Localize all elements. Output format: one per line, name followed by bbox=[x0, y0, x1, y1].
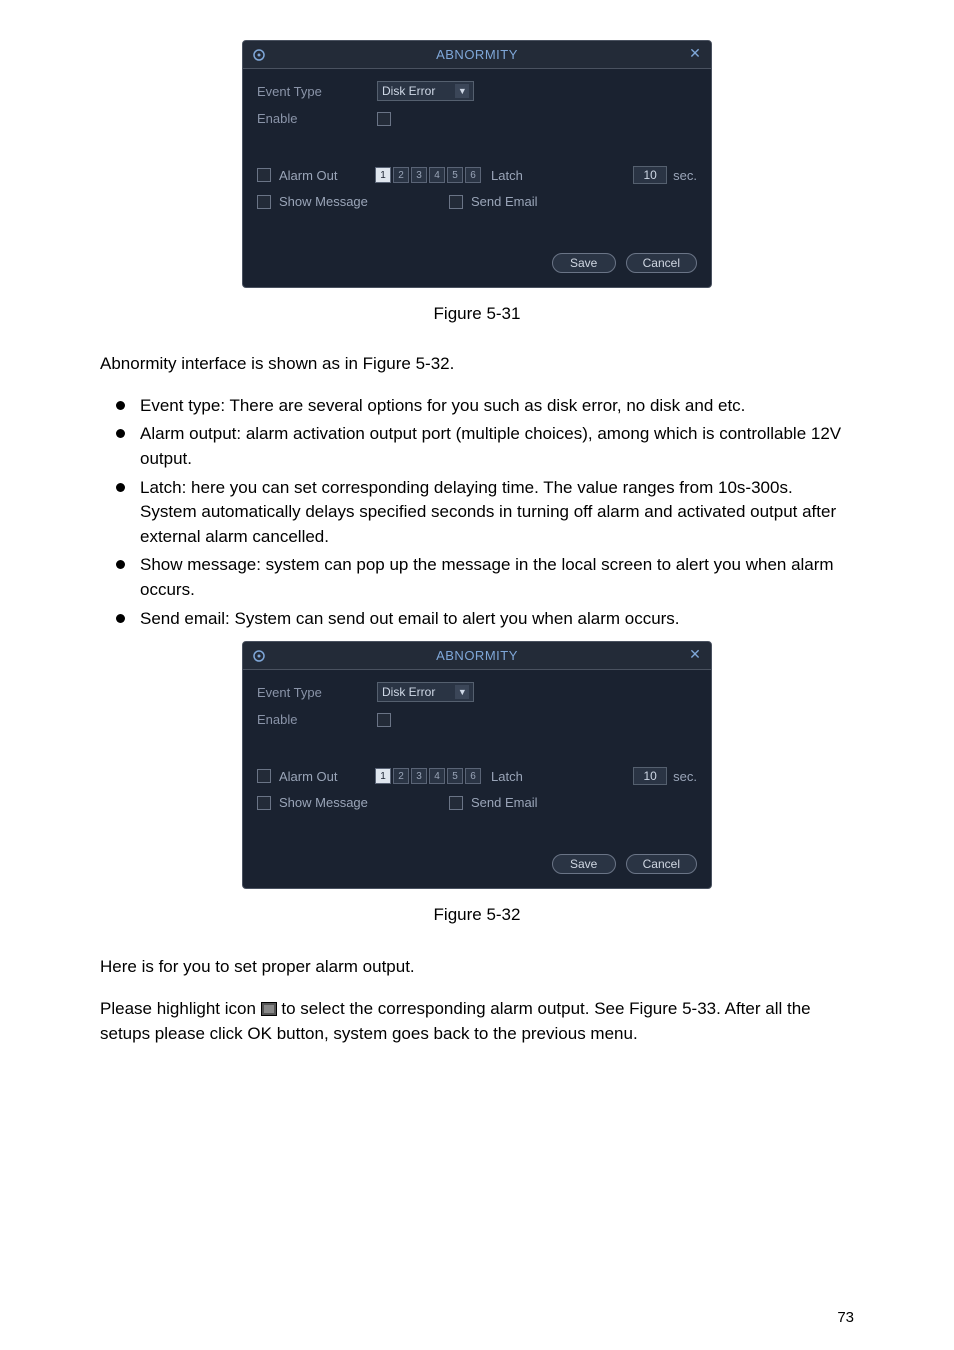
para-1: Here is for you to set proper alarm outp… bbox=[100, 955, 854, 980]
event-type-select[interactable]: Disk Error ▼ bbox=[377, 81, 474, 101]
title-bar: ABNORMITY ✕ bbox=[243, 41, 711, 69]
dialog-body: Event Type Disk Error ▼ Enable Alarm Out… bbox=[243, 670, 711, 888]
enable-label: Enable bbox=[257, 712, 377, 727]
chevron-down-icon: ▼ bbox=[455, 84, 469, 98]
bullet-item: Send email: System can send out email to… bbox=[122, 607, 854, 632]
close-icon[interactable]: ✕ bbox=[685, 45, 705, 65]
bullet-item: Event type: There are several options fo… bbox=[122, 394, 854, 419]
send-email-label: Send Email bbox=[471, 194, 537, 209]
send-email-checkbox[interactable] bbox=[449, 195, 463, 209]
latch-input[interactable]: 10 bbox=[633, 166, 667, 184]
channel-4[interactable]: 4 bbox=[429, 167, 445, 183]
show-message-checkbox[interactable] bbox=[257, 195, 271, 209]
channel-4[interactable]: 4 bbox=[429, 768, 445, 784]
para-2a: Please highlight icon bbox=[100, 999, 261, 1018]
save-button[interactable]: Save bbox=[552, 854, 616, 874]
alarm-out-label: Alarm Out bbox=[279, 168, 375, 183]
send-email-label: Send Email bbox=[471, 795, 537, 810]
intro-text: Abnormity interface is shown as in Figur… bbox=[100, 352, 854, 377]
save-button[interactable]: Save bbox=[552, 253, 616, 273]
bullet-item: Show message: system can pop up the mess… bbox=[122, 553, 854, 602]
figure-caption-1: Figure 5-31 bbox=[100, 304, 854, 324]
enable-checkbox[interactable] bbox=[377, 713, 391, 727]
settings-icon bbox=[249, 646, 269, 666]
event-type-label: Event Type bbox=[257, 685, 377, 700]
highlight-box-icon bbox=[261, 1002, 277, 1016]
enable-label: Enable bbox=[257, 111, 377, 126]
bullet-list: Event type: There are several options fo… bbox=[100, 394, 854, 632]
dialog-body: Event Type Disk Error ▼ Enable Alarm Out… bbox=[243, 69, 711, 287]
event-type-value: Disk Error bbox=[382, 685, 435, 699]
channel-2[interactable]: 2 bbox=[393, 768, 409, 784]
channel-5[interactable]: 5 bbox=[447, 167, 463, 183]
title-bar: ABNORMITY ✕ bbox=[243, 642, 711, 670]
dialog-title: ABNORMITY bbox=[269, 648, 685, 663]
abnormity-dialog-1: ABNORMITY ✕ Event Type Disk Error ▼ Enab… bbox=[242, 40, 712, 288]
enable-checkbox[interactable] bbox=[377, 112, 391, 126]
channel-group: 1 2 3 4 5 6 bbox=[375, 167, 481, 183]
dialog-title: ABNORMITY bbox=[269, 47, 685, 62]
alarm-out-checkbox[interactable] bbox=[257, 769, 271, 783]
latch-label: Latch bbox=[491, 168, 523, 183]
send-email-checkbox[interactable] bbox=[449, 796, 463, 810]
close-icon[interactable]: ✕ bbox=[685, 646, 705, 666]
event-type-select[interactable]: Disk Error ▼ bbox=[377, 682, 474, 702]
event-type-label: Event Type bbox=[257, 84, 377, 99]
alarm-out-label: Alarm Out bbox=[279, 769, 375, 784]
abnormity-dialog-2: ABNORMITY ✕ Event Type Disk Error ▼ Enab… bbox=[242, 641, 712, 889]
channel-group: 1 2 3 4 5 6 bbox=[375, 768, 481, 784]
show-message-checkbox[interactable] bbox=[257, 796, 271, 810]
latch-unit: sec. bbox=[673, 769, 697, 784]
bullet-item: Latch: here you can set corresponding de… bbox=[122, 476, 854, 550]
latch-unit: sec. bbox=[673, 168, 697, 183]
show-message-label: Show Message bbox=[279, 194, 449, 209]
channel-1[interactable]: 1 bbox=[375, 768, 391, 784]
page-number: 73 bbox=[837, 1309, 854, 1326]
latch-input[interactable]: 10 bbox=[633, 767, 667, 785]
para-2: Please highlight icon to select the corr… bbox=[100, 997, 854, 1046]
settings-icon bbox=[249, 45, 269, 65]
cancel-button[interactable]: Cancel bbox=[626, 253, 697, 273]
event-type-value: Disk Error bbox=[382, 84, 435, 98]
chevron-down-icon: ▼ bbox=[455, 685, 469, 699]
show-message-label: Show Message bbox=[279, 795, 449, 810]
channel-5[interactable]: 5 bbox=[447, 768, 463, 784]
cancel-button[interactable]: Cancel bbox=[626, 854, 697, 874]
channel-3[interactable]: 3 bbox=[411, 167, 427, 183]
channel-6[interactable]: 6 bbox=[465, 167, 481, 183]
channel-2[interactable]: 2 bbox=[393, 167, 409, 183]
channel-3[interactable]: 3 bbox=[411, 768, 427, 784]
figure-caption-2: Figure 5-32 bbox=[100, 905, 854, 925]
alarm-out-checkbox[interactable] bbox=[257, 168, 271, 182]
bullet-item: Alarm output: alarm activation output po… bbox=[122, 422, 854, 471]
channel-6[interactable]: 6 bbox=[465, 768, 481, 784]
latch-label: Latch bbox=[491, 769, 523, 784]
channel-1[interactable]: 1 bbox=[375, 167, 391, 183]
